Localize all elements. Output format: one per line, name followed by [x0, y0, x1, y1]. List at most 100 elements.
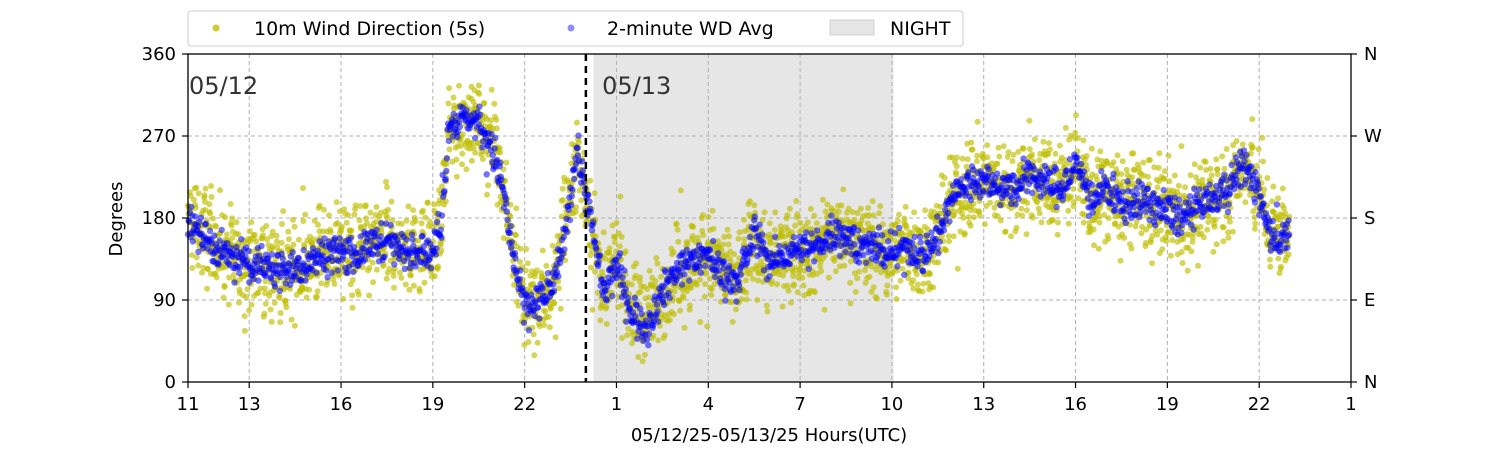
- wd5s-point-817: [485, 182, 492, 189]
- wd5s-point-1147: [606, 249, 613, 256]
- wd5s-point-893: [513, 232, 519, 239]
- wd5s-point-2608: [1142, 239, 1149, 246]
- wdavg-point-1253: [951, 196, 959, 204]
- wdavg-point-1744: [1252, 168, 1259, 176]
- wdavg-point-1279: [967, 196, 975, 204]
- wd5s-point-2329: [1040, 138, 1047, 145]
- wd5s-point-2601: [1140, 159, 1147, 166]
- wd5s-point-465: [355, 291, 362, 298]
- wd5s-point-447: [349, 292, 356, 299]
- wdavg-point-415: [438, 212, 446, 219]
- wd5s-point-29: [195, 190, 202, 197]
- wd5s-point-1410: [702, 270, 709, 277]
- wd5s-point-1834: [858, 217, 865, 224]
- wdavg-point-597: [550, 281, 557, 288]
- wd5s-point-282: [288, 316, 295, 323]
- wdavg-point-50: [215, 261, 222, 268]
- wdavg-point-632: [571, 166, 579, 173]
- wd5s-point-302: [295, 236, 302, 243]
- wd5s-point-952: [534, 339, 541, 346]
- wd5s-point-1550: [754, 297, 761, 303]
- wd5s-point-1323: [670, 311, 677, 318]
- wd5s-point-2947: [1267, 263, 1274, 270]
- wdavg-point-622: [565, 206, 572, 213]
- wdavg-point-1074: [842, 248, 849, 255]
- wdavg-point-716: [623, 318, 630, 325]
- wd5s-point-1360: [684, 240, 691, 247]
- wdavg-point-434: [450, 110, 457, 118]
- wdavg-point-316: [378, 220, 385, 227]
- wd5s-point-2680: [1169, 237, 1176, 244]
- wdavg-point-261: [344, 269, 351, 276]
- wd5s-point-1394: [697, 276, 703, 283]
- wd5s-point-1176: [616, 243, 623, 250]
- wd5s-point-916: [521, 342, 528, 348]
- wdavg-point-872: [718, 278, 725, 286]
- wdavg-point-444: [456, 123, 463, 130]
- wd5s-point-1107: [591, 190, 598, 197]
- wd5s-point-1599: [772, 209, 779, 216]
- wdavg-point-966: [776, 242, 783, 250]
- wd5s-point-1822: [854, 275, 861, 282]
- wdavg-point-1318: [991, 181, 998, 189]
- wd5s-point-231: [269, 228, 276, 235]
- wdavg-point-971: [779, 252, 786, 260]
- wdavg-point-1757: [1260, 200, 1267, 207]
- wd5s-point-456: [352, 202, 359, 209]
- wd5s-point-215: [264, 236, 270, 243]
- wdavg-point-29: [202, 220, 209, 227]
- wdavg-point-528: [508, 244, 515, 251]
- wd5s-point-2418: [1073, 112, 1079, 119]
- wd5s-point-1472: [725, 241, 732, 248]
- wdavg-point-289: [361, 256, 369, 263]
- wd5s-point-824: [487, 117, 494, 124]
- wdavg-point-1766: [1265, 225, 1273, 232]
- wd5s-point-2898: [1249, 116, 1256, 123]
- wd5s-point-1507: [738, 296, 745, 303]
- wd5s-point-513: [373, 204, 380, 210]
- wdavg-point-656: [586, 198, 593, 205]
- wd5s-point-1388: [694, 234, 701, 241]
- wd5s-point-2416: [1072, 129, 1079, 136]
- wd5s-point-2520: [1110, 159, 1117, 166]
- wd5s-point-1278: [654, 260, 661, 267]
- wd5s-point-106: [223, 231, 230, 238]
- wdavg-point-1728: [1242, 176, 1249, 184]
- wd5s-point-2795: [1211, 223, 1218, 230]
- wd5s-point-631: [416, 288, 423, 295]
- wdavg-point-557: [525, 327, 533, 334]
- wd5s-point-2879: [1242, 199, 1249, 206]
- wdavg-point-715: [622, 285, 629, 293]
- wd5s-point-249: [276, 292, 283, 299]
- wd5s-point-900: [515, 302, 522, 309]
- wd5s-point-712: [446, 146, 453, 153]
- wd5s-point-595: [403, 217, 410, 224]
- wdavg-point-810: [680, 252, 687, 259]
- wd5s-point-2872: [1239, 141, 1246, 148]
- wd5s-point-2213: [997, 217, 1004, 224]
- wdavg-point-1796: [1284, 244, 1291, 251]
- wd5s-point-1008: [555, 278, 562, 285]
- wd5s-point-920: [522, 267, 529, 274]
- wd5s-point-504: [370, 279, 377, 286]
- wd5s-point-839: [493, 116, 500, 123]
- wd5s-point-659: [427, 218, 433, 225]
- wd5s-point-2049: [937, 203, 944, 210]
- wd5s-point-38: [199, 269, 205, 276]
- wd5s-point-146: [238, 241, 245, 248]
- wdavg-point-510: [497, 159, 504, 167]
- wdavg-point-440: [454, 133, 461, 141]
- wdavg-point-366: [408, 231, 416, 238]
- wd5s-point-640: [420, 207, 426, 214]
- wdavg-point-1786: [1278, 237, 1285, 245]
- wd5s-point-2626: [1149, 232, 1156, 239]
- wdavg-point-1436: [1063, 167, 1071, 174]
- wd5s-point-2939: [1264, 175, 1271, 181]
- wd5s-point-2735: [1189, 238, 1196, 245]
- wd5s-point-2131: [967, 222, 974, 229]
- wd5s-point-1349: [680, 294, 687, 301]
- wd5s-point-2094: [954, 154, 960, 161]
- wdavg-point-455: [463, 107, 470, 114]
- wd5s-point-2904: [1251, 214, 1258, 221]
